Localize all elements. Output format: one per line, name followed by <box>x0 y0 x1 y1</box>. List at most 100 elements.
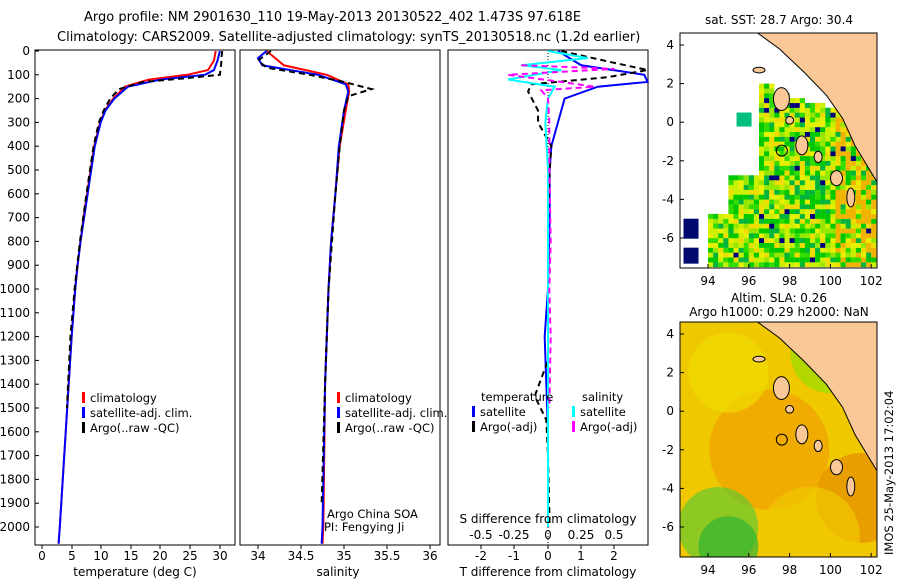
y-tick-label: 1700 <box>0 449 30 463</box>
legend-label: satellite-adj. clim. <box>90 406 192 420</box>
sla-map-panel: Altim. SLA: 0.26 Argo h1000: 0.29 h2000:… <box>662 291 883 577</box>
legend-label: Argo(..raw -QC) <box>90 421 180 435</box>
temperature-axes-frame <box>34 49 236 546</box>
island <box>846 187 856 208</box>
map-x-tick-label: 98 <box>782 274 797 288</box>
s-satellite-diff-line <box>507 50 589 527</box>
argo-line <box>256 50 376 504</box>
legend-label: climatology <box>90 391 157 405</box>
temperature-xlabel: temperature (deg C) <box>73 565 196 579</box>
satellite-line <box>256 50 350 544</box>
x-tick-label: 2 <box>610 549 618 563</box>
island <box>795 135 809 156</box>
map-y-tick-label: 2 <box>666 366 674 380</box>
x-tick-label: 35 <box>336 549 351 563</box>
salinity-annotation-line-2: PI: Fengying Ji <box>324 520 404 534</box>
salinity-axes-frame <box>239 49 441 546</box>
y-tick-label: 1800 <box>0 472 30 486</box>
legend-title-salinity: salinity <box>582 390 623 404</box>
island <box>830 459 844 476</box>
land-mass <box>756 33 877 183</box>
sst-map-title: sat. SST: 28.7 Argo: 30.4 <box>705 13 853 27</box>
legend-label: satellite-adj. clim. <box>345 406 447 420</box>
map-x-tick-label: 96 <box>741 563 756 577</box>
map-y-tick-label: -4 <box>662 481 674 495</box>
t-difference-label: T difference from climatology <box>459 565 637 579</box>
island <box>752 355 766 363</box>
s-tick-label: -0.5 <box>469 528 492 542</box>
sla-map-field <box>680 322 877 557</box>
x-tick-label: 25 <box>182 549 197 563</box>
x-tick-label: 10 <box>93 549 108 563</box>
legend-swatch <box>82 422 85 433</box>
x-tick-label: 34.5 <box>288 549 315 563</box>
map-frame <box>679 321 878 558</box>
title-line-2: Climatology: CARS2009. Satellite-adjuste… <box>57 30 640 45</box>
s-tick-label: -0.25 <box>498 528 529 542</box>
map-x-tick-label: 96 <box>741 274 756 288</box>
difference-legend: temperature salinitysatelliteArgo(-adj)sa… <box>472 390 637 434</box>
s-tick-label: 0.25 <box>568 528 595 542</box>
salinity-annotation-line-1: Argo China SOA <box>327 507 418 521</box>
legend-swatch <box>472 421 475 432</box>
map-y-tick-label: 2 <box>666 77 674 91</box>
sst-map-field <box>683 33 877 268</box>
map-x-tick-label: 102 <box>860 563 883 577</box>
island <box>785 115 795 125</box>
y-tick-label: 100 <box>7 68 30 82</box>
y-tick-label: 1300 <box>0 353 30 367</box>
x-tick-label: -2 <box>475 549 487 563</box>
island <box>830 170 844 187</box>
satellite-line <box>57 50 221 544</box>
x-tick-label: 0 <box>38 549 46 563</box>
island <box>772 87 790 111</box>
s-difference-label: S difference from climatology <box>460 512 637 526</box>
x-tick-label: -1 <box>508 549 520 563</box>
legend-swatch <box>337 407 340 418</box>
x-tick-label: 34 <box>250 549 265 563</box>
x-tick-label: 0 <box>544 549 552 563</box>
island <box>813 150 823 164</box>
y-tick-label: 1500 <box>0 401 30 415</box>
sst-map-panel: sat. SST: 28.7 Argo: 30.4 94 96 98 100 102 4 2… <box>662 13 883 288</box>
climatology-line <box>265 50 351 544</box>
x-tick-label: 20 <box>152 549 167 563</box>
island <box>752 66 766 74</box>
y-tick-label: 1000 <box>0 282 30 296</box>
map-y-tick-label: 0 <box>666 404 674 418</box>
map-x-tick-label: 94 <box>700 563 715 577</box>
x-tick-label: 15 <box>123 549 138 563</box>
legend-label: climatology <box>345 391 412 405</box>
legend-swatch <box>337 392 340 403</box>
y-tick-label: 900 <box>7 258 30 272</box>
s-tick-label: 0 <box>544 528 552 542</box>
y-tick-label: 700 <box>7 211 30 225</box>
legend-label: Argo(-adj) <box>480 420 537 434</box>
y-tick-label: 300 <box>7 115 30 129</box>
x-tick-label: 30 <box>212 549 227 563</box>
difference-panel: -2 -1 0 1 2 -0.5 -0.25 0 0.25 0.5 S difference fr… <box>447 49 650 579</box>
y-tick-label: 200 <box>7 92 30 106</box>
y-tick-label: 600 <box>7 187 30 201</box>
x-tick-label: 1 <box>577 549 585 563</box>
map-y-tick-label: -4 <box>662 192 674 206</box>
argo-line <box>65 50 224 409</box>
island <box>772 376 790 400</box>
argo-location-marker <box>775 433 788 446</box>
y-tick-label: 1100 <box>0 306 30 320</box>
y-tick-label: 0 <box>22 44 30 58</box>
sla-map-subtitle: Argo h1000: 0.29 h2000: NaN <box>689 305 869 319</box>
s-argo-diff-line <box>507 64 615 409</box>
y-tick-label: 500 <box>7 163 30 177</box>
island <box>785 404 795 414</box>
imos-timestamp-label: IMOS 25-May-2013 17:02:04 <box>882 391 896 555</box>
map-y-tick-label: -6 <box>662 520 674 534</box>
legend-swatch <box>572 421 575 432</box>
map-y-tick-label: 4 <box>666 38 674 52</box>
map-y-tick-label: 0 <box>666 115 674 129</box>
legend-label: satellite <box>580 405 626 419</box>
climatology-line <box>57 50 217 544</box>
x-tick-label: 5 <box>68 549 76 563</box>
temperature-panel: 0100200300400500600700800900100011001200… <box>0 44 236 579</box>
